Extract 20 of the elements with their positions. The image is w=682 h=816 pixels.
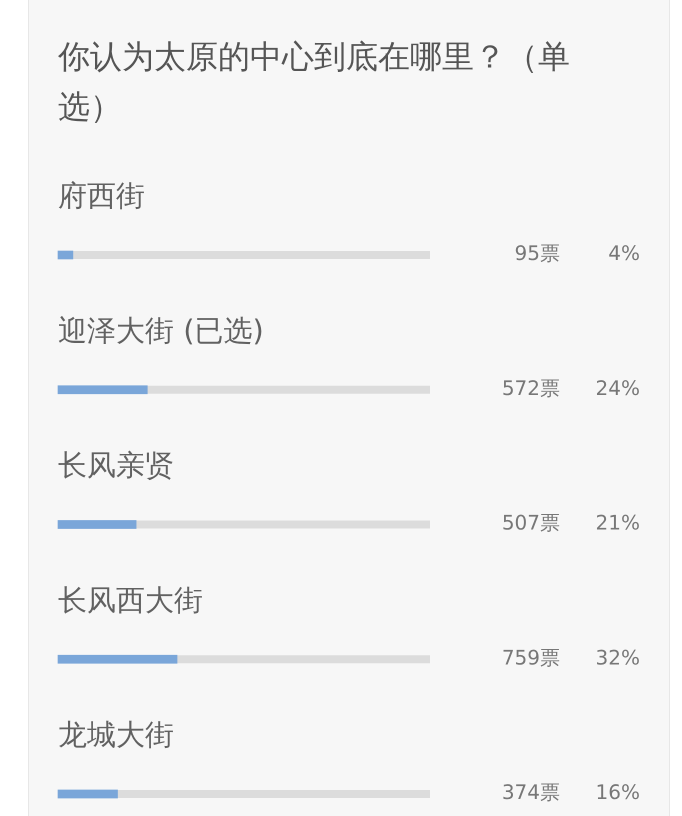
y-tick-label: 长风西大街 bbox=[58, 582, 203, 617]
y-tick-label: 府西街 bbox=[58, 178, 145, 213]
bar bbox=[58, 790, 118, 798]
text: 95票 bbox=[514, 241, 560, 266]
y-tick-label: 龙城大街 bbox=[58, 718, 174, 752]
data-label: 24% bbox=[596, 376, 640, 400]
y-tick-label: 迎泽大街 (已选) bbox=[58, 313, 264, 348]
data-label: 16% bbox=[596, 780, 640, 804]
text: 507票 bbox=[502, 510, 560, 535]
data-label: 32% bbox=[596, 645, 640, 670]
text: 374票 bbox=[502, 780, 560, 804]
bar bbox=[58, 250, 74, 260]
text: 572票 bbox=[502, 376, 560, 400]
data-label: 4% bbox=[608, 241, 640, 266]
data-label: 21% bbox=[596, 510, 640, 535]
chart-title: 你认为太原的中心到底在哪里？（单选） bbox=[57, 37, 570, 126]
bar bbox=[58, 520, 136, 529]
text: 759票 bbox=[502, 645, 560, 670]
bar bbox=[58, 385, 148, 394]
y-tick-label: 长风亲贤 bbox=[58, 448, 174, 482]
